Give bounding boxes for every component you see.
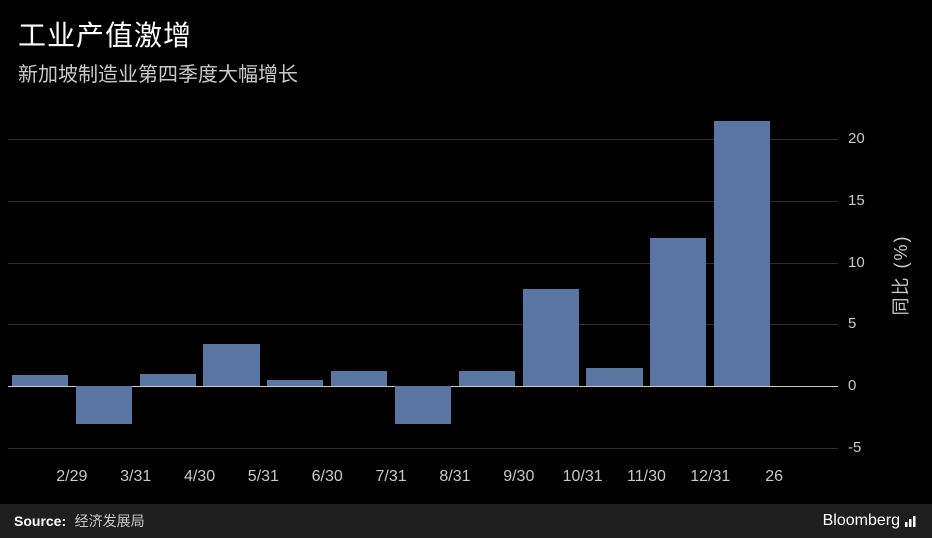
bar — [395, 386, 451, 424]
x-tick-label: 2/29 — [56, 468, 87, 486]
x-tick-label: 11/30 — [627, 468, 666, 486]
branding: Bloomberg — [823, 512, 918, 530]
source-text: 经济发展局 — [75, 513, 145, 529]
bar — [331, 371, 387, 386]
x-tick-label: 5/31 — [248, 468, 279, 486]
chart-subtitle: 新加坡制造业第四季度大幅增长 — [18, 58, 298, 87]
y-tick-label: 10 — [848, 254, 865, 271]
branding-text: Bloomberg — [823, 512, 900, 530]
y-axis-label: 同比 (%) — [887, 235, 913, 316]
bar — [203, 344, 259, 386]
plot-area — [8, 90, 838, 460]
x-tick-label: 6/30 — [312, 468, 343, 486]
y-tick-label: 15 — [848, 192, 865, 209]
bar — [650, 238, 706, 386]
x-tick-label: 10/31 — [563, 468, 603, 486]
bar — [267, 380, 323, 386]
bar — [714, 121, 770, 386]
bar — [12, 375, 68, 386]
x-tick-label: 3/31 — [120, 468, 151, 486]
chart-container: 工业产值激增 新加坡制造业第四季度大幅增长 -5 0 5 10 15 20 2/29 3/3… — [0, 0, 932, 538]
y-tick-label: 5 — [848, 315, 856, 332]
x-tick-label: 7/31 — [375, 468, 406, 486]
bar — [523, 289, 579, 386]
y-tick-label: 20 — [848, 130, 865, 147]
x-tick-label: 9/30 — [503, 468, 534, 486]
x-tick-label: 26 — [765, 468, 783, 486]
source-block: Source: 经济发展局 — [14, 511, 145, 531]
source-label: Source: — [14, 513, 66, 529]
chart-title: 工业产值激增 — [18, 14, 298, 54]
y-tick-label: 0 — [848, 377, 856, 394]
y-tick-label: -5 — [848, 439, 861, 456]
bar — [76, 386, 132, 424]
title-block: 工业产值激增 新加坡制造业第四季度大幅增长 — [18, 14, 298, 87]
gridline — [8, 448, 838, 449]
x-tick-label: 8/31 — [439, 468, 470, 486]
footer-bar: Source: 经济发展局 Bloomberg — [0, 504, 932, 538]
bloomberg-icon — [904, 514, 918, 528]
x-tick-label: 12/31 — [690, 468, 730, 486]
bar — [140, 374, 196, 386]
bar — [586, 368, 642, 387]
x-tick-label: 4/30 — [184, 468, 215, 486]
bar — [459, 371, 515, 386]
